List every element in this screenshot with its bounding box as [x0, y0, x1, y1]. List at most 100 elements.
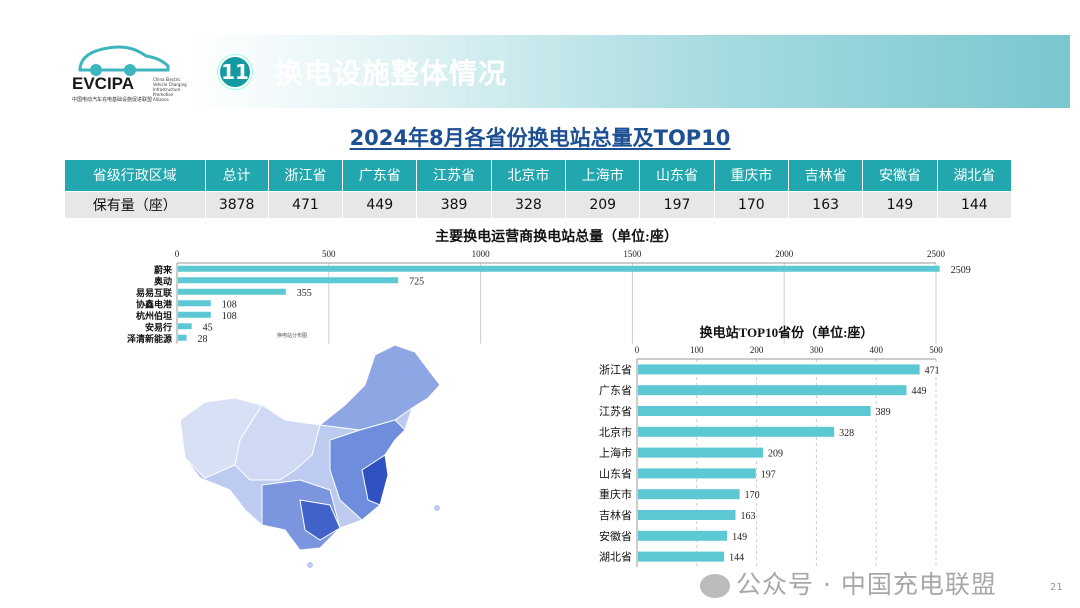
- chart-title: 主要换电运营商换电站总量（单位:座）: [435, 228, 678, 245]
- data-label: 149: [732, 532, 747, 543]
- table-cell: 328: [491, 190, 567, 218]
- category-label: 协鑫电港: [136, 298, 173, 309]
- map-caption: 换电站分布图: [277, 332, 307, 339]
- table-header-cell: 浙江省: [268, 160, 344, 191]
- category-label: 吉林省: [599, 508, 632, 522]
- logo-subtitle-en: China Electric Vehicle Charging Infrastr…: [153, 77, 187, 102]
- data-label: 209: [768, 449, 783, 460]
- bar: [638, 426, 835, 437]
- table-cell: 保有量（座）: [65, 190, 206, 218]
- x-tick-label: 0: [635, 345, 640, 355]
- table-cell: 144: [937, 190, 1013, 218]
- bar: [178, 277, 399, 284]
- top10-province-bar-chart: 换电站TOP10省份（单位:座） 0 100 200 300 400 500 浙江省 471 广东…: [599, 325, 943, 567]
- table-header-cell: 江苏省: [416, 160, 492, 191]
- category-label: 江苏省: [599, 405, 632, 418]
- evcipa-logo-icon: [78, 45, 170, 76]
- bar: [638, 364, 920, 375]
- data-label: 197: [761, 469, 776, 480]
- section-subtitle: 2024年8月各省份换电站总量及TOP10: [349, 126, 731, 150]
- bar: [638, 385, 907, 396]
- category-label: 安易行: [145, 321, 172, 332]
- data-label: 108: [222, 299, 237, 310]
- section-number-badge: 11: [218, 55, 252, 89]
- table-cell: 149: [862, 190, 938, 218]
- data-label: 163: [740, 511, 755, 522]
- x-tick-label: 1500: [623, 249, 642, 259]
- page-title: 换电设施整体情况: [275, 57, 508, 90]
- wechat-icon: [700, 574, 730, 598]
- bar: [638, 530, 728, 541]
- table-cell: 449: [342, 190, 418, 218]
- data-label: 170: [745, 490, 760, 501]
- data-label: 471: [925, 365, 940, 376]
- x-tick-label: 500: [322, 249, 336, 259]
- x-tick-label: 100: [690, 345, 704, 355]
- x-tick-label: 2500: [927, 249, 946, 259]
- bar: [178, 311, 211, 318]
- category-label: 奥动: [153, 275, 172, 286]
- category-label: 易易互联: [136, 287, 173, 298]
- data-label: 45: [203, 322, 213, 333]
- data-label: 389: [876, 407, 891, 418]
- x-tick-label: 400: [869, 345, 883, 355]
- data-label: 328: [839, 428, 854, 439]
- data-label: 449: [912, 386, 927, 397]
- x-tick-label: 200: [750, 345, 764, 355]
- x-tick-label: 500: [929, 345, 943, 355]
- bar: [638, 551, 725, 562]
- bar: [638, 468, 756, 479]
- category-label: 浙江省: [599, 363, 632, 376]
- x-tick-label: 300: [810, 345, 824, 355]
- page-number: 21: [1050, 582, 1063, 593]
- bar: [178, 334, 187, 341]
- category-label: 泽清新能源: [127, 333, 172, 344]
- table-cell: 389: [416, 190, 492, 218]
- data-label: 355: [297, 288, 312, 299]
- data-label: 144: [729, 553, 744, 564]
- bar: [178, 300, 211, 307]
- data-label: 2509: [951, 265, 971, 276]
- category-label: 重庆市: [599, 487, 632, 501]
- table-header-cell: 安徽省: [862, 160, 938, 191]
- table-header-cell: 广东省: [342, 160, 418, 191]
- table-header-cell: 山东省: [639, 160, 715, 191]
- table-cell: 471: [268, 190, 344, 218]
- logo-subtitle-cn: 中国电动汽车充电基础设施促进联盟: [72, 97, 153, 103]
- table-header-cell: 总计: [205, 160, 269, 191]
- data-label: 28: [198, 334, 208, 345]
- logo-brand: EVCIPA: [72, 74, 135, 93]
- header-banner: [190, 35, 1070, 108]
- table-cell: 197: [639, 190, 715, 218]
- bar: [638, 510, 736, 520]
- bar: [638, 406, 871, 416]
- bar: [178, 323, 192, 330]
- table-header-cell: 上海市: [565, 160, 641, 191]
- wechat-watermark: 公众号 · 中国充电联盟: [700, 570, 997, 600]
- x-tick-label: 2000: [775, 249, 794, 259]
- category-label: 山东省: [599, 467, 632, 480]
- table-header-row: 省级行政区域 总计 浙江省 广东省 江苏省 北京市 上海市 山东省 重庆市 吉林省 安徽省 湖北省: [65, 160, 1013, 191]
- bar: [178, 288, 286, 295]
- table-row: 保有量（座） 3878 471 449 389 328 209 197 170 163 149 144: [65, 190, 1013, 218]
- x-tick-label: 0: [175, 249, 180, 259]
- bar: [638, 489, 740, 500]
- category-label: 蔚来: [154, 264, 173, 275]
- table-cell: 3878: [205, 190, 269, 218]
- x-tick-label: 1000: [472, 249, 491, 259]
- category-label: 广东省: [599, 384, 632, 397]
- table-cell: 170: [714, 190, 790, 218]
- category-label: 安徽省: [599, 529, 632, 543]
- data-label: 725: [409, 276, 424, 287]
- bar: [178, 265, 940, 272]
- table-cell: 209: [565, 190, 641, 218]
- chart-title: 换电站TOP10省份（单位:座）: [700, 325, 874, 340]
- category-label: 湖北省: [599, 551, 632, 564]
- category-label: 北京市: [599, 425, 632, 439]
- table-header-cell: 湖北省: [937, 160, 1013, 191]
- province-summary-table: 省级行政区域 总计 浙江省 广东省 江苏省 北京市 上海市 山东省 重庆市 吉林省 安徽省 湖北省 保…: [65, 160, 1013, 218]
- table-header-cell: 省级行政区域: [65, 160, 206, 191]
- watermark-text: 公众号 · 中国充电联盟: [736, 570, 997, 599]
- table-header-cell: 北京市: [491, 160, 567, 191]
